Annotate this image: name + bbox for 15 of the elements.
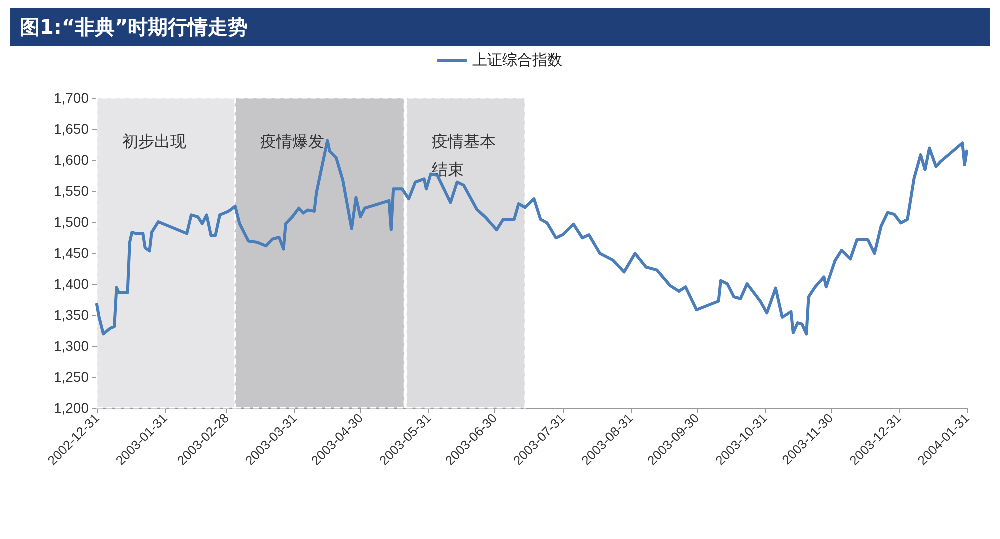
- y-tick-label: 1,450: [54, 245, 90, 261]
- band-label: 疫情爆发: [260, 132, 325, 151]
- y-tick-label: 1,400: [54, 276, 90, 292]
- y-tick-label: 1,550: [54, 183, 90, 199]
- y-tick-label: 1,700: [54, 90, 90, 106]
- chart-title: 图1:“非典”时期行情走势: [10, 8, 990, 46]
- band-label: 初步出现: [122, 132, 186, 151]
- y-tick-label: 1,300: [54, 338, 90, 354]
- y-tick-label: 1,500: [54, 214, 90, 230]
- y-tick-label: 1,600: [54, 152, 90, 168]
- y-tick-label: 1,200: [54, 400, 90, 416]
- y-tick-label: 1,350: [54, 307, 90, 323]
- y-tick-label: 1,650: [54, 121, 90, 137]
- legend-label: 上证综合指数: [472, 52, 562, 69]
- y-tick-label: 1,250: [54, 369, 90, 385]
